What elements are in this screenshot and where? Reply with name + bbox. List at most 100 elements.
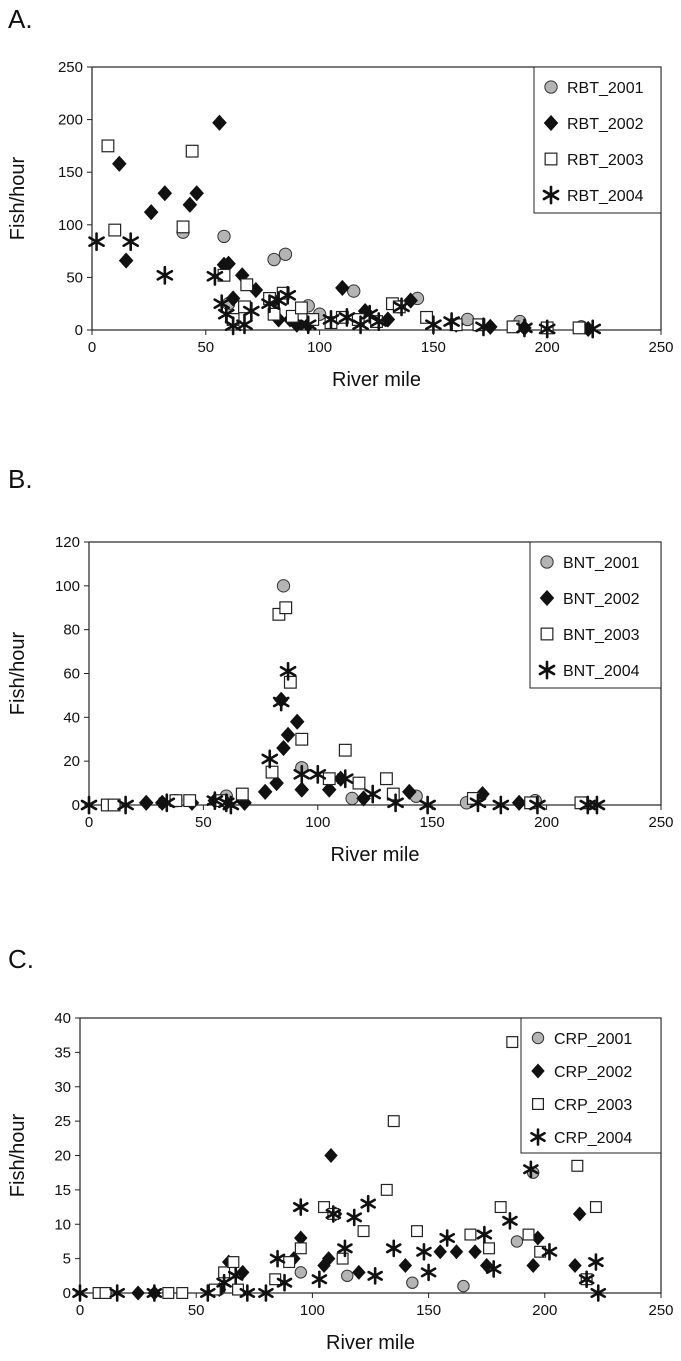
legend-label: CRP_2003 — [554, 1097, 632, 1114]
data-point — [502, 1212, 518, 1230]
data-point — [292, 1198, 309, 1216]
data-point — [267, 307, 281, 321]
data-point — [138, 794, 154, 811]
y-tick-label: 10 — [54, 1216, 71, 1233]
data-point — [588, 795, 606, 815]
data-point — [336, 769, 354, 789]
data-point — [346, 1208, 363, 1227]
data-point — [272, 607, 286, 621]
data-point — [276, 579, 291, 593]
data-point — [589, 1201, 602, 1214]
y-axis-title: Fish/hour — [7, 1113, 29, 1197]
data-point — [183, 794, 197, 808]
data-point — [419, 795, 436, 815]
data-point — [347, 284, 361, 298]
legend-marker — [544, 152, 558, 166]
data-point — [460, 312, 475, 327]
y-tick-label: 250 — [58, 59, 83, 76]
data-point — [285, 309, 299, 323]
x-tick-label: 200 — [532, 1302, 557, 1319]
data-point — [222, 795, 240, 815]
data-point — [261, 294, 278, 314]
panel-b: B. 0 50 100 150 200 250 0 20 40 60 80 100 120 River m… — [0, 460, 681, 900]
data-point — [364, 784, 382, 804]
data-point — [280, 726, 296, 744]
data-point — [387, 793, 404, 813]
data-point — [578, 1270, 595, 1289]
y-axis-title: Fish/hour — [7, 156, 29, 240]
data-point — [269, 1249, 286, 1268]
panel-a: A. 0 50 100 150 200 250 0 50 100 150 200 250 River m… — [0, 0, 681, 420]
data-point — [318, 1201, 331, 1214]
data-point — [111, 155, 127, 172]
x-tick-label: 250 — [648, 1302, 673, 1319]
data-point — [338, 307, 356, 327]
legend-label: BNT_2002 — [563, 591, 640, 608]
x-tick-label: 150 — [421, 339, 446, 356]
data-point — [293, 764, 311, 784]
data-point — [468, 1244, 482, 1260]
x-tick-label: 50 — [197, 339, 214, 356]
x-axis-title: River mile — [331, 844, 420, 866]
data-point — [516, 318, 533, 338]
data-point — [242, 301, 260, 321]
data-point — [294, 1266, 307, 1279]
y-tick-label: 20 — [63, 753, 80, 770]
y-tick-label: 200 — [58, 112, 83, 129]
data-point — [336, 1252, 349, 1265]
y-tick-label: 80 — [63, 622, 80, 639]
legend-label: BNT_2003 — [563, 627, 640, 644]
data-point — [107, 798, 121, 812]
y-tick-label: 100 — [58, 217, 83, 234]
legend-marker — [544, 80, 558, 94]
series-RBT_2004 — [88, 232, 602, 339]
data-point — [321, 1251, 336, 1267]
x-tick-label: 250 — [648, 814, 673, 831]
data-point — [294, 781, 310, 798]
x-tick-label: 0 — [85, 814, 93, 831]
data-point — [571, 1159, 584, 1172]
x-tick-label: 50 — [195, 814, 212, 831]
data-point — [475, 317, 492, 337]
y-tick-label: 15 — [54, 1182, 71, 1199]
data-point — [361, 304, 379, 324]
y-tick-label: 25 — [54, 1113, 71, 1130]
x-tick-label: 200 — [535, 339, 560, 356]
data-point — [357, 1225, 370, 1238]
x-axis-title: River mile — [332, 369, 421, 391]
data-point — [131, 1285, 145, 1301]
data-point — [267, 252, 281, 267]
data-point — [534, 1245, 547, 1258]
chart-a: 0 50 100 150 200 250 0 50 100 150 200 250 River mile… — [7, 59, 674, 391]
x-tick-label: 0 — [76, 1302, 84, 1319]
legend-label: RBT_2004 — [567, 188, 644, 205]
x-tick-label: 100 — [307, 339, 332, 356]
data-point — [401, 783, 417, 801]
data-point — [568, 1257, 582, 1274]
data-point — [143, 204, 159, 221]
data-point — [529, 795, 546, 815]
data-point — [276, 1273, 293, 1292]
data-point — [279, 661, 297, 681]
data-point — [590, 1284, 607, 1302]
data-point — [425, 315, 442, 335]
data-point — [476, 1225, 493, 1244]
data-point — [225, 290, 241, 307]
data-point — [299, 315, 317, 335]
data-point — [341, 1269, 354, 1283]
y-tick-label: 0 — [75, 322, 83, 339]
y-tick-label: 5 — [63, 1251, 71, 1268]
data-point — [352, 1264, 366, 1280]
legend-label: CRP_2001 — [554, 1031, 632, 1048]
data-point — [410, 1225, 423, 1238]
data-point — [352, 776, 366, 790]
data-point — [212, 114, 227, 131]
data-point — [385, 1239, 402, 1258]
data-point — [236, 315, 253, 335]
data-point — [506, 320, 520, 334]
legend-label: BNT_2004 — [563, 663, 640, 680]
x-tick-label: 150 — [420, 814, 445, 831]
data-point — [325, 1205, 342, 1223]
data-point — [457, 1279, 470, 1293]
data-point — [80, 795, 98, 815]
